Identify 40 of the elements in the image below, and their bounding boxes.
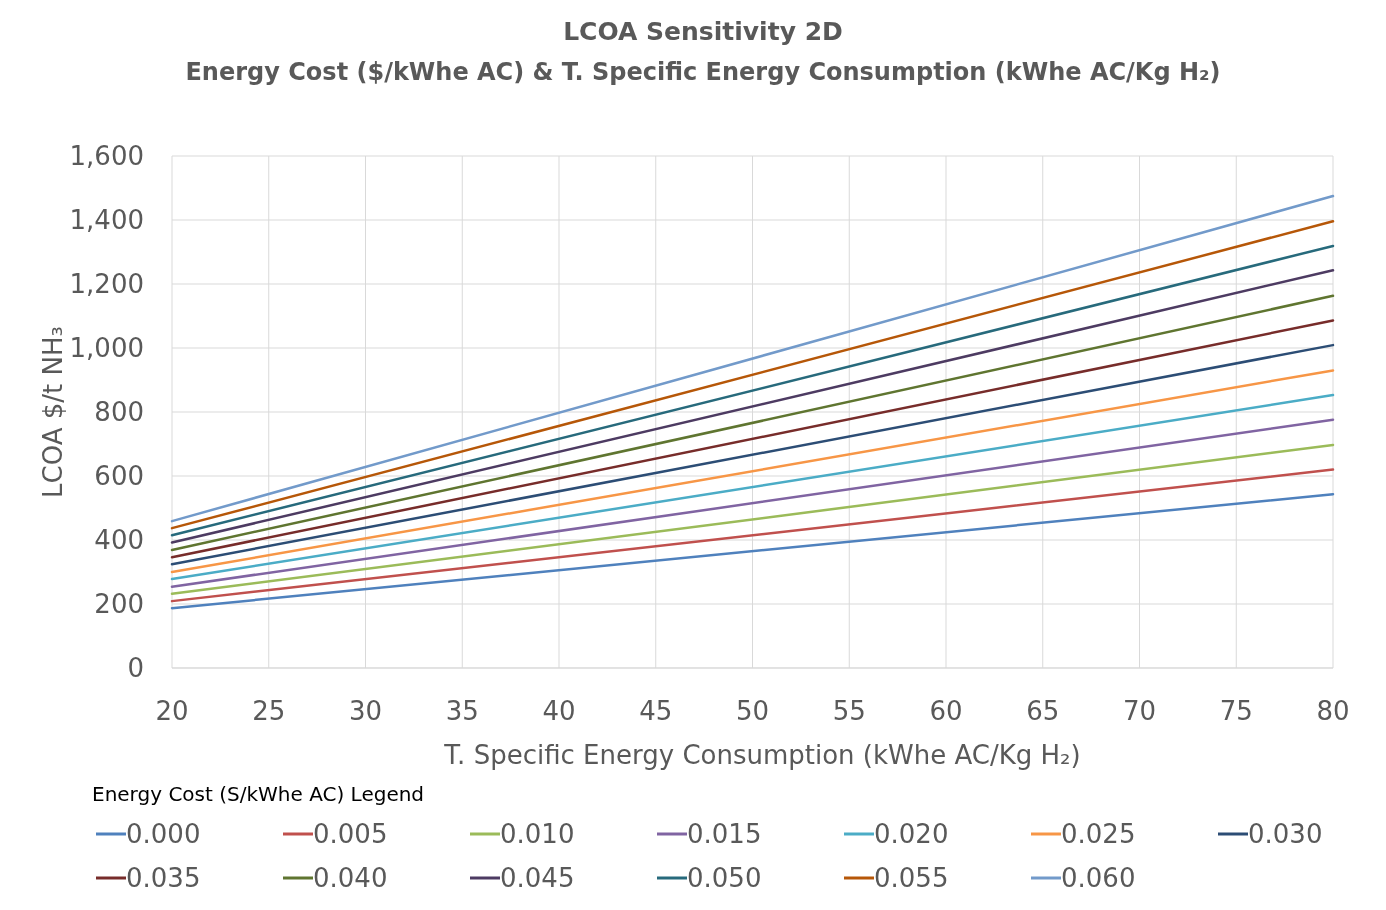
y-tick-label: 1,000 bbox=[69, 333, 144, 364]
legend-label: 0.025 bbox=[1061, 819, 1136, 850]
x-tick-label: 30 bbox=[348, 696, 383, 726]
y-tick-label: 1,200 bbox=[69, 269, 144, 300]
y-axis-title: LCOA $/t NH₃ bbox=[38, 326, 68, 498]
legend-label: 0.030 bbox=[1248, 819, 1323, 850]
legend-label: 0.000 bbox=[126, 819, 201, 850]
x-tick-label: 75 bbox=[1219, 696, 1253, 726]
x-tick-label: 80 bbox=[1316, 696, 1350, 726]
y-tick-label: 1,400 bbox=[69, 205, 144, 236]
y-tick-label: 600 bbox=[94, 461, 144, 492]
legend-label: 0.010 bbox=[500, 819, 575, 850]
x-tick-label: 45 bbox=[639, 696, 673, 726]
legend-label: 0.035 bbox=[126, 863, 201, 894]
legend-label: 0.015 bbox=[687, 819, 762, 850]
legend-label: 0.020 bbox=[874, 819, 949, 850]
x-tick-label: 20 bbox=[155, 696, 189, 726]
y-tick-label: 1,600 bbox=[69, 141, 144, 172]
x-tick-label: 40 bbox=[542, 696, 576, 726]
x-tick-label: 50 bbox=[735, 696, 770, 726]
x-tick-label: 35 bbox=[445, 696, 479, 726]
legend-label: 0.055 bbox=[874, 863, 949, 894]
legend-label: 0.045 bbox=[500, 863, 575, 894]
legend-label: 0.005 bbox=[313, 819, 388, 850]
chart-subtitle: Energy Cost ($/kWhe AC) & T. Specific Energy Consumption (kWhe AC/Kg H₂) bbox=[185, 58, 1221, 86]
legend-label: 0.040 bbox=[313, 863, 388, 894]
chart-title: LCOA Sensitivity 2D bbox=[563, 17, 843, 46]
y-tick-label: 200 bbox=[94, 589, 144, 620]
y-tick-label: 0 bbox=[127, 653, 144, 684]
x-tick-label: 65 bbox=[1026, 696, 1060, 726]
legend-label: 0.060 bbox=[1061, 863, 1136, 894]
y-tick-label: 800 bbox=[94, 397, 144, 428]
x-tick-label: 70 bbox=[1122, 696, 1157, 726]
x-tick-label: 55 bbox=[832, 696, 866, 726]
y-tick-label: 400 bbox=[94, 525, 144, 556]
x-tick-label: 60 bbox=[929, 696, 963, 726]
legend-label: 0.050 bbox=[687, 863, 762, 894]
x-tick-label: 25 bbox=[252, 696, 286, 726]
x-axis-title: T. Specific Energy Consumption (kWhe AC/Kg H₂) bbox=[443, 740, 1081, 770]
legend-title: Energy Cost (S/kWhe AC) Legend bbox=[92, 782, 425, 806]
